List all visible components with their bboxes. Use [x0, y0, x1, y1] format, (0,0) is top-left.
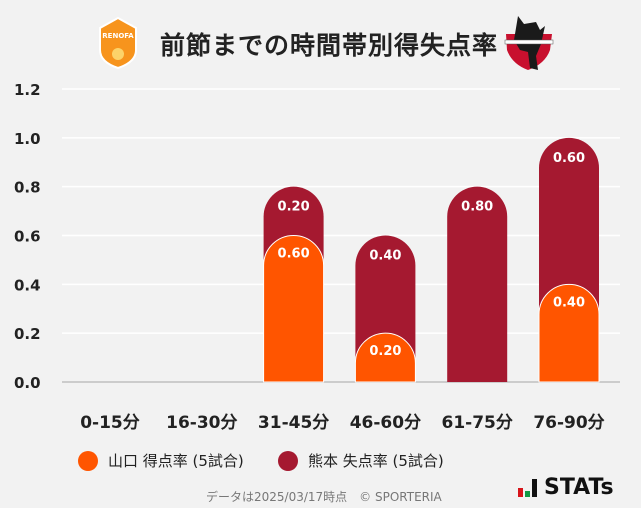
away-logo [504, 16, 554, 70]
y-tick-label: 0.2 [14, 325, 41, 343]
data-label-yamaguchi: 0.20 [369, 344, 401, 359]
svg-text:RENOFA: RENOFA [102, 32, 134, 40]
data-label-kumamoto: 0.80 [461, 200, 493, 215]
legend-item-yamaguchi: 山口 得点率 (5試合) [78, 450, 244, 471]
footer-note: データは2025/03/17時点 © SPORTERIA [206, 490, 442, 504]
legend-swatch-kumamoto [278, 450, 298, 471]
x-tick-label: 0-15分 [80, 413, 140, 433]
legend-item-kumamoto: 熊本 失点率 (5試合) [278, 450, 444, 471]
x-tick-label: 31-45分 [258, 413, 329, 433]
chart-title: 前節までの時間帯別得失点率 [160, 31, 499, 60]
y-tick-label: 1.0 [14, 130, 41, 148]
legend-label: 山口 得点率 (5試合) [108, 452, 244, 470]
y-tick-label: 0.4 [14, 276, 41, 294]
data-label-kumamoto: 0.40 [369, 249, 401, 264]
y-tick-label: 0.6 [14, 228, 41, 246]
data-label-kumamoto: 0.60 [553, 151, 585, 166]
x-tick-label: 46-60分 [350, 413, 421, 433]
bar-yamaguchi [354, 332, 416, 383]
bar-kumamoto [447, 186, 508, 382]
bar-yamaguchi [538, 283, 600, 383]
stats-bars-icon [518, 479, 537, 497]
stats-brand: STATs [544, 475, 614, 500]
x-tick-label: 76-90分 [533, 413, 604, 433]
x-tick-label: 61-75分 [442, 413, 513, 433]
data-label-yamaguchi: 0.40 [553, 295, 585, 310]
bar-yamaguchi [263, 235, 325, 383]
data-label-yamaguchi: 0.60 [278, 247, 310, 262]
y-tick-label: 1.2 [14, 81, 41, 99]
home-logo: RENOFA [99, 16, 137, 70]
data-label-kumamoto: 0.20 [278, 200, 310, 215]
x-tick-label: 16-30分 [166, 413, 237, 433]
legend-label: 熊本 失点率 (5試合) [308, 452, 444, 470]
y-tick-label: 0.8 [14, 179, 41, 197]
legend-swatch-yamaguchi [78, 450, 98, 471]
y-tick-label: 0.0 [14, 374, 41, 392]
stats-logo: STATs [518, 477, 614, 499]
